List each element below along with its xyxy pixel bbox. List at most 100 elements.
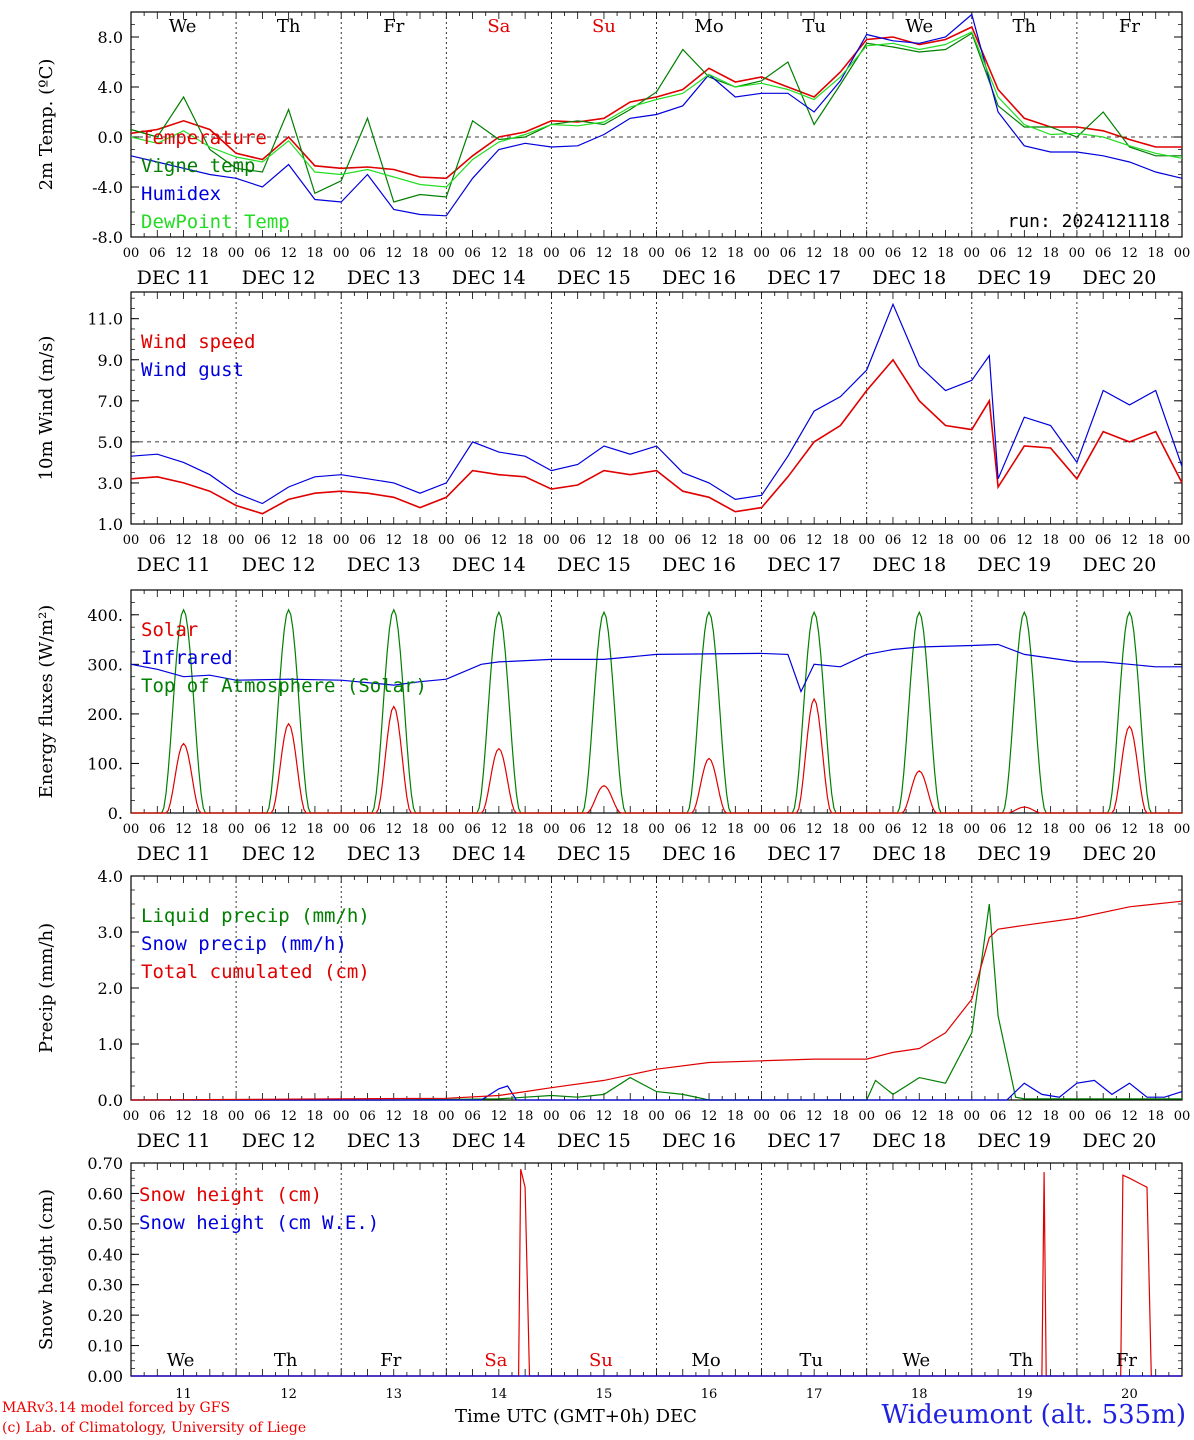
hour-label: 18 (202, 246, 219, 261)
hour-label: 00 (333, 533, 350, 548)
hour-label: 00 (1174, 246, 1191, 261)
hour-label: 06 (359, 1109, 376, 1124)
weekday-label-top: Mo (694, 16, 723, 37)
series-line-wind-gust (130, 302, 1183, 505)
hour-label: 12 (385, 246, 402, 261)
legend-top-of-atmosphere-solar-: Top of Atmosphere (Solar) (141, 675, 427, 697)
weekday-label-top: Th (1013, 16, 1037, 37)
date-label: DEC 18 (872, 554, 946, 576)
day-number: 12 (280, 1387, 297, 1402)
hour-label: 00 (543, 1109, 560, 1124)
hour-label: 06 (885, 822, 902, 837)
hour-label: 12 (491, 246, 508, 261)
hour-label: 18 (412, 246, 429, 261)
day-number: 17 (806, 1387, 823, 1402)
hour-label: 12 (1121, 533, 1138, 548)
day-number: 15 (596, 1387, 613, 1402)
hour-label: 12 (701, 822, 718, 837)
hour-label: 12 (491, 1109, 508, 1124)
hour-label: 00 (648, 533, 665, 548)
date-label: DEC 12 (242, 843, 316, 865)
hour-label: 12 (1016, 822, 1033, 837)
date-label: DEC 11 (137, 843, 211, 865)
hour-label: 18 (622, 822, 639, 837)
hour-label: 00 (1069, 246, 1086, 261)
weekday-label-bottom: Sa (484, 1350, 507, 1371)
y-axis-title: Snow height (cm) (36, 1189, 57, 1350)
date-label: DEC 11 (137, 267, 211, 289)
hour-label: 00 (1069, 822, 1086, 837)
hour-label: 12 (385, 822, 402, 837)
date-label: DEC 12 (242, 554, 316, 576)
hour-label: 18 (202, 533, 219, 548)
hour-label: 00 (964, 246, 981, 261)
hour-label: 00 (543, 822, 560, 837)
hour-label: 00 (123, 533, 140, 548)
date-label: DEC 14 (452, 843, 526, 865)
hour-label: 18 (1042, 246, 1059, 261)
hour-label: 18 (727, 246, 744, 261)
legend-dewpoint-temp: DewPoint Temp (141, 211, 290, 233)
y-tick-label: 0.60 (87, 1184, 123, 1203)
y-axis-title: 10m Wind (m/s) (36, 336, 57, 481)
hour-label: 18 (937, 533, 954, 548)
hour-label: 12 (1121, 1109, 1138, 1124)
weekday-label-top: Fr (383, 16, 404, 37)
hour-label: 12 (1121, 246, 1138, 261)
legend-snow-precip-mm-h-: Snow precip (mm/h) (141, 933, 347, 955)
hour-label: 00 (648, 246, 665, 261)
day-number: 16 (701, 1387, 718, 1402)
date-label: DEC 13 (347, 554, 421, 576)
hour-label: 18 (307, 246, 324, 261)
hour-label: 12 (175, 246, 192, 261)
hour-label: 12 (175, 822, 192, 837)
hour-label: 06 (675, 533, 692, 548)
y-tick-label: 0.70 (87, 1154, 123, 1173)
series-line-total-cumulated-cm- (130, 900, 1183, 1101)
weekday-label-top: Sa (487, 16, 510, 37)
hour-label: 18 (937, 1109, 954, 1124)
hour-label: 06 (990, 246, 1007, 261)
hour-label: 12 (491, 533, 508, 548)
weekday-label-bottom: We (167, 1350, 195, 1371)
hour-label: 12 (806, 1109, 823, 1124)
hour-label: 12 (491, 822, 508, 837)
weekday-label-top: Fr (1119, 16, 1140, 37)
hour-label: 12 (596, 822, 613, 837)
series-line-infrared (130, 643, 1182, 694)
hour-label: 00 (753, 822, 770, 837)
hour-label: 00 (858, 533, 875, 548)
hour-label: 06 (149, 822, 166, 837)
hour-label: 18 (517, 246, 534, 261)
hour-label: 18 (937, 822, 954, 837)
hour-label: 00 (228, 1109, 245, 1124)
hour-label: 12 (911, 246, 928, 261)
y-tick-label: -8.0 (92, 228, 123, 247)
hour-label: 18 (1042, 1109, 1059, 1124)
date-label: DEC 12 (242, 267, 316, 289)
date-label: DEC 20 (1083, 267, 1157, 289)
hour-label: 06 (464, 822, 481, 837)
hour-label: 00 (964, 533, 981, 548)
date-label: DEC 17 (767, 267, 841, 289)
hour-label: 18 (412, 822, 429, 837)
date-label: DEC 20 (1083, 843, 1157, 865)
hour-label: 18 (727, 533, 744, 548)
hour-label: 12 (701, 1109, 718, 1124)
hour-label: 18 (412, 533, 429, 548)
hour-label: 00 (964, 1109, 981, 1124)
series-line-liquid-precip-mm-h- (131, 903, 1182, 1101)
hour-label: 18 (1147, 1109, 1164, 1124)
run-label: run: 2024121118 (1007, 211, 1170, 232)
y-tick-label: 0.20 (87, 1306, 123, 1325)
y-tick-label: 0.10 (87, 1337, 123, 1356)
hour-label: 12 (596, 246, 613, 261)
hour-label: 06 (885, 246, 902, 261)
date-label: DEC 15 (557, 267, 631, 289)
weekday-label-bottom: Th (274, 1350, 298, 1371)
weekday-label-bottom: Mo (691, 1350, 720, 1371)
hour-label: 18 (1042, 533, 1059, 548)
hour-label: 06 (464, 533, 481, 548)
hour-label: 06 (990, 822, 1007, 837)
hour-label: 00 (648, 1109, 665, 1124)
